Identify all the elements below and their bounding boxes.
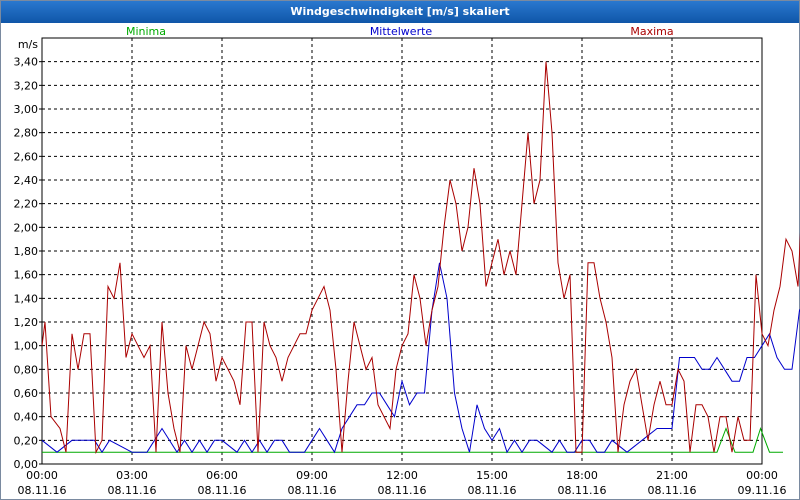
x-tick-time: 00:00 xyxy=(26,469,58,482)
y-tick-label: 2,80 xyxy=(14,127,39,140)
x-tick-date: 08.11.16 xyxy=(468,484,517,497)
x-tick-date: 08.11.16 xyxy=(108,484,157,497)
x-tick-date: 08.11.16 xyxy=(558,484,607,497)
y-tick-label: 2,60 xyxy=(14,150,39,163)
x-tick-date: 09.11.16 xyxy=(738,484,787,497)
y-tick-label: 0,60 xyxy=(14,387,39,400)
x-tick-date: 08.11.16 xyxy=(198,484,247,497)
x-tick-time: 09:00 xyxy=(296,469,328,482)
legend-minima: Minima xyxy=(126,25,166,38)
series-line-mittelwerte xyxy=(41,262,800,454)
x-tick-time: 03:00 xyxy=(116,469,148,482)
x-tick-date: 08.11.16 xyxy=(288,484,337,497)
grid xyxy=(41,38,763,465)
y-tick-label: 1,20 xyxy=(14,316,39,329)
y-tick-label: 1,60 xyxy=(14,269,39,282)
x-tick-time: 21:00 xyxy=(656,469,688,482)
y-tick-label: 0,80 xyxy=(14,363,39,376)
y-tick-label: 1,40 xyxy=(14,292,39,305)
x-tick-date: 08.11.16 xyxy=(378,484,427,497)
series-line-minima xyxy=(42,426,783,453)
y-tick-label: 1,00 xyxy=(14,340,39,353)
y-tick-label: 3,00 xyxy=(14,103,39,116)
x-tick-time: 15:00 xyxy=(476,469,508,482)
y-tick-label: 1,80 xyxy=(14,245,39,258)
y-tick-label: 3,20 xyxy=(14,79,39,92)
x-tick-time: 06:00 xyxy=(206,469,238,482)
y-tick-label: 0,00 xyxy=(14,458,39,471)
y-tick-label: 2,20 xyxy=(14,198,39,211)
series-line-maxima xyxy=(41,61,800,455)
window-title: Windgeschwindigkeit [m/s] skaliert xyxy=(1,1,799,23)
x-tick-date: 08.11.16 xyxy=(18,484,67,497)
y-tick-label: 3,40 xyxy=(14,56,39,69)
y-tick-labels: 0,00 0,20 0,40 0,60 0,80 1,00 1,20 1,40 1,60 1,80… xyxy=(14,56,42,471)
x-tick-time: 18:00 xyxy=(566,469,598,482)
legend-maxima: Maxima xyxy=(630,25,673,38)
legend: Minima Mittelwerte Maxima xyxy=(126,25,674,38)
x-tick-time: 12:00 xyxy=(386,469,418,482)
y-tick-label: 0,40 xyxy=(14,411,39,424)
x-tick-date: 08.11.16 xyxy=(648,484,697,497)
legend-mittelwerte: Mittelwerte xyxy=(370,25,433,38)
y-tick-label: 2,40 xyxy=(14,174,39,187)
x-tick-time: 00:00 xyxy=(746,469,778,482)
x-tick-labels: 00:00 08.11.16 03:00 08.11.16 06:00 08.11.16 0… xyxy=(18,469,787,497)
series-lines xyxy=(41,61,800,455)
y-tick-label: 0,20 xyxy=(14,434,39,447)
y-tick-label: 2,00 xyxy=(14,221,39,234)
y-axis-unit: m/s xyxy=(18,38,38,51)
